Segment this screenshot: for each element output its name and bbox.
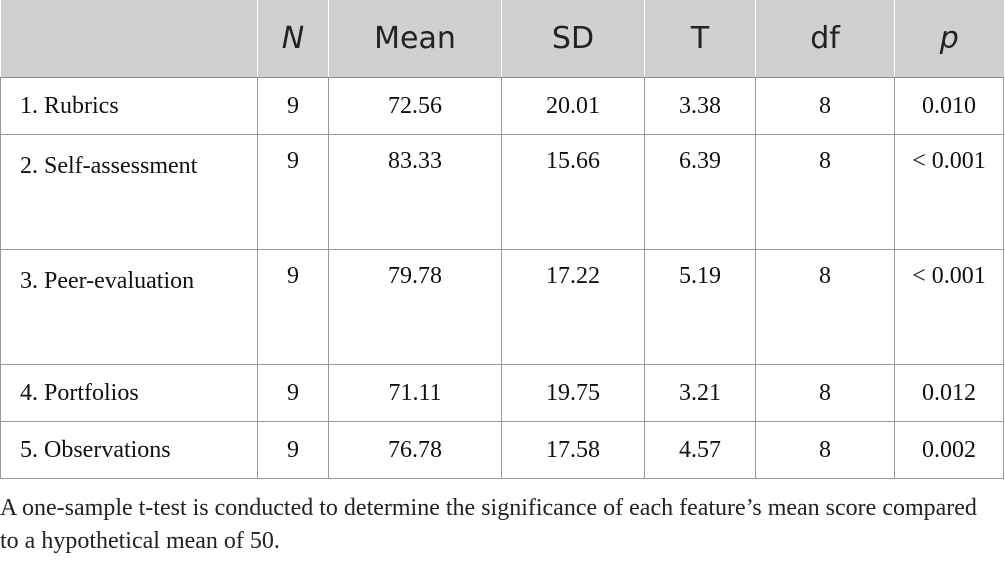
header-sd: SD: [501, 0, 645, 78]
n-cell: 9: [257, 249, 329, 365]
sd-cell: 20.01: [501, 77, 645, 135]
table-row: 5. Observations 9 76.78 17.58 4.57 8 0.0…: [0, 421, 1004, 479]
table-row: 4. Portfolios 9 71.11 19.75 3.21 8 0.012: [0, 364, 1004, 422]
sd-cell: 17.58: [501, 421, 645, 479]
mean-cell: 79.78: [328, 249, 502, 365]
p-cell: 0.012: [894, 364, 1004, 422]
p-cell: < 0.001: [894, 249, 1004, 365]
mean-cell: 83.33: [328, 134, 502, 250]
t-cell: 5.19: [644, 249, 756, 365]
header-df: df: [755, 0, 895, 78]
feature-cell: 4. Portfolios: [0, 364, 258, 422]
p-cell: 0.010: [894, 77, 1004, 135]
header-feature: [0, 0, 258, 78]
header-n: N: [257, 0, 329, 78]
header-row: N Mean SD T df p: [0, 0, 1004, 78]
sd-cell: 17.22: [501, 249, 645, 365]
p-cell: < 0.001: [894, 134, 1004, 250]
df-cell: 8: [755, 249, 895, 365]
t-cell: 3.21: [644, 364, 756, 422]
mean-cell: 71.11: [328, 364, 502, 422]
df-cell: 8: [755, 77, 895, 135]
p-cell: 0.002: [894, 421, 1004, 479]
df-cell: 8: [755, 134, 895, 250]
table-footnote: A one-sample t-test is conducted to dete…: [0, 495, 977, 554]
one-sample-t-test-table: N Mean SD T df p 1. Rubrics 9 72.56 20.0…: [0, 0, 1004, 479]
header-mean: Mean: [328, 0, 502, 78]
n-cell: 9: [257, 421, 329, 479]
table-row: 2. Self-assessment 9 83.33 15.66 6.39 8 …: [0, 134, 1004, 250]
mean-cell: 72.56: [328, 77, 502, 135]
table-row: 3. Peer-evaluation 9 79.78 17.22 5.19 8 …: [0, 249, 1004, 365]
sd-cell: 15.66: [501, 134, 645, 250]
header-p: p: [894, 0, 1004, 78]
table-row: 1. Rubrics 9 72.56 20.01 3.38 8 0.010: [0, 77, 1004, 135]
df-cell: 8: [755, 421, 895, 479]
df-cell: 8: [755, 364, 895, 422]
results-table-container: N Mean SD T df p 1. Rubrics 9 72.56 20.0…: [0, 0, 1004, 479]
header-t: T: [644, 0, 756, 78]
n-cell: 9: [257, 77, 329, 135]
n-cell: 9: [257, 134, 329, 250]
feature-cell: 3. Peer-evaluation: [0, 249, 258, 365]
feature-cell: 1. Rubrics: [0, 77, 258, 135]
mean-cell: 76.78: [328, 421, 502, 479]
n-cell: 9: [257, 364, 329, 422]
feature-cell: 5. Observations: [0, 421, 258, 479]
sd-cell: 19.75: [501, 364, 645, 422]
t-cell: 3.38: [644, 77, 756, 135]
t-cell: 4.57: [644, 421, 756, 479]
t-cell: 6.39: [644, 134, 756, 250]
feature-cell: 2. Self-assessment: [0, 134, 258, 250]
